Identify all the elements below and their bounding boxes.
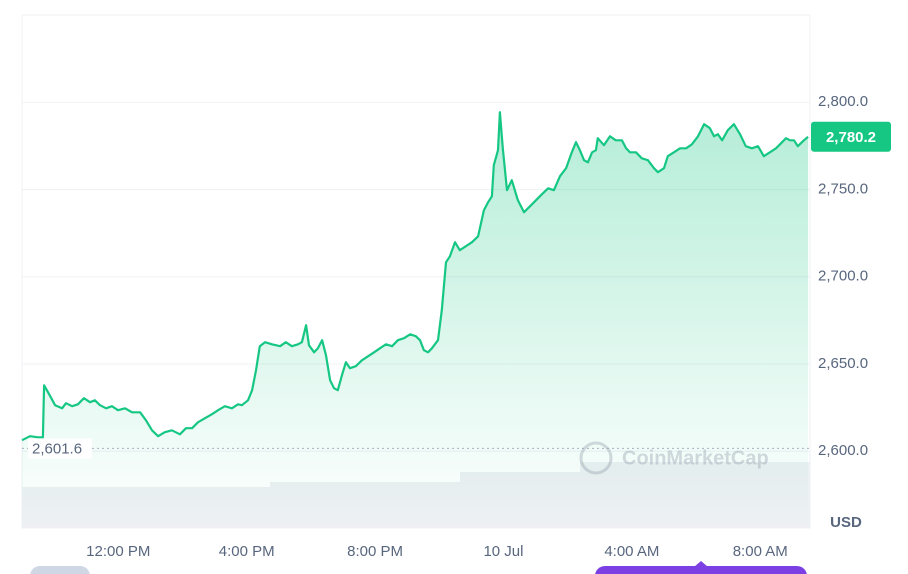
x-tick-label: 8:00 PM <box>347 543 403 560</box>
watermark-text: CoinMarketCap <box>622 447 769 469</box>
reference-label-bg <box>28 438 92 459</box>
pointer <box>694 561 708 567</box>
y-tick-label: 2,650.0 <box>818 355 868 372</box>
button[interactable] <box>30 566 90 574</box>
x-tick-label: 12:00 PM <box>86 543 150 560</box>
last-price-box <box>811 121 891 152</box>
watermark-logo <box>579 441 613 475</box>
x-tick-label: 8:00 AM <box>733 543 788 560</box>
x-tick-label: 4:00 PM <box>219 543 275 560</box>
area <box>22 112 809 528</box>
price-line <box>21 111 809 442</box>
x-tick-label: 4:00 AM <box>604 543 659 560</box>
y-tick-label: 2,700.0 <box>818 268 868 285</box>
plot-layer: 2,601.6 <box>21 101 810 528</box>
watermark: CoinMarketCap <box>579 441 769 475</box>
y-tick-label: 2,600.0 <box>818 442 868 459</box>
reference-label: 2,601.6 <box>32 440 82 457</box>
y-axis-label: USD <box>830 514 862 531</box>
last-price-label: 2,780.2 <box>826 129 876 146</box>
y-tick-label: 2,800.0 <box>818 93 868 110</box>
y-tick-label: 2,750.0 <box>818 180 868 197</box>
button[interactable] <box>595 566 807 574</box>
x-tick-label: 10 Jul <box>483 543 523 560</box>
